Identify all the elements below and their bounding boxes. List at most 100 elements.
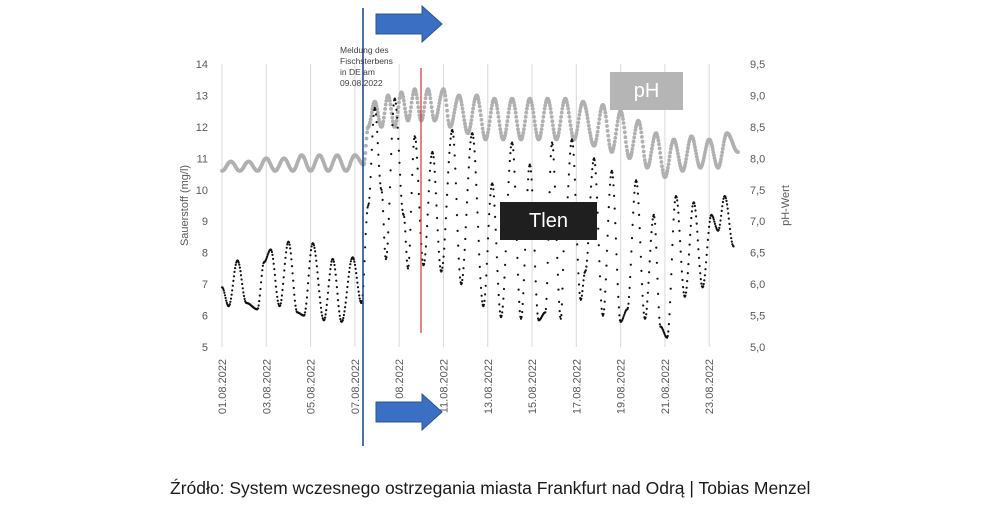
data-point [696,230,699,233]
data-point [438,98,442,102]
data-point [612,143,616,148]
data-point [694,155,699,159]
data-point [394,122,398,126]
data-point [353,260,356,263]
data-point [397,96,402,101]
data-point [702,153,707,158]
data-point [459,99,464,104]
data-point [658,323,662,326]
data-point [516,127,520,132]
data-point [379,182,382,185]
data-point [558,119,563,124]
data-point [403,221,406,224]
data-point [452,107,457,112]
data-point [700,282,703,285]
data-point [421,113,425,118]
data-point [640,139,645,144]
data-point [697,248,700,251]
data-point [452,135,455,138]
data-point [541,115,546,119]
data-point [266,255,269,258]
data-point [690,210,694,213]
data-point [388,202,391,205]
data-point [468,125,473,129]
data-point [686,272,689,275]
data-point [648,271,651,274]
data-point [293,299,296,302]
ph-label-box: pH [610,72,683,110]
data-point [427,89,432,94]
x-tick-label: 07.08.2022 [350,359,362,414]
data-point [415,100,420,105]
data-point [580,297,583,300]
data-point [512,103,517,108]
data-point [483,299,486,302]
data-point [573,164,576,168]
y-right-tick-label: 9,0 [750,90,765,102]
data-point [430,155,433,158]
data-point [401,98,406,103]
data-point [503,276,506,279]
data-point [622,125,627,130]
data-point [671,230,675,233]
data-point [478,108,483,113]
data-point [516,273,520,276]
y-left-tick-label: 14 [196,59,208,71]
data-point [640,135,644,139]
data-point [531,189,534,192]
data-point [374,108,377,111]
data-point [243,297,246,300]
data-point [684,291,688,294]
data-point [457,244,460,247]
data-point [650,146,654,151]
data-point [671,243,674,247]
data-point [699,272,702,275]
data-point [498,303,501,306]
data-point [594,137,599,141]
x-tick-label: 21.08.2022 [660,359,672,414]
data-point [397,149,400,152]
data-point [229,297,233,300]
data-point [607,142,612,147]
data-point [637,202,640,205]
data-point [339,318,342,321]
data-point [456,229,459,232]
data-point [543,103,548,108]
x-tick-label: 23.08.2022 [704,359,716,414]
data-point [379,187,382,190]
data-point [517,288,520,291]
data-point [421,258,424,261]
data-point [428,169,432,172]
data-point [360,301,363,305]
data-point [624,144,629,149]
chart: 01.08.2022 03.08.2022 05.08.2022 07.08.2022… [179,4,792,446]
data-point [441,266,444,269]
data-point [706,238,710,241]
data-point [568,119,572,124]
data-point [639,241,642,244]
data-point [730,237,733,240]
data-point [390,137,393,140]
data-point [404,240,407,243]
data-point [655,135,660,140]
y-right-tick-label: 5,0 [750,342,765,354]
data-point [336,292,339,295]
data-point [549,170,552,173]
data-point [615,119,620,124]
data-point [402,102,407,107]
data-point [522,127,526,132]
data-point [446,118,451,123]
data-point [355,272,358,275]
data-point [651,223,654,226]
data-point [657,292,660,295]
data-point [362,157,367,162]
data-point [597,227,600,230]
data-point [530,178,533,181]
data-point [335,279,338,282]
y-left-tick-label: 9 [202,216,208,228]
data-point [449,137,452,140]
y-right-tick-label: 7,0 [750,216,765,228]
data-point [585,259,589,262]
x-tick-label: 08.2022 [394,359,406,399]
data-point [578,291,581,294]
